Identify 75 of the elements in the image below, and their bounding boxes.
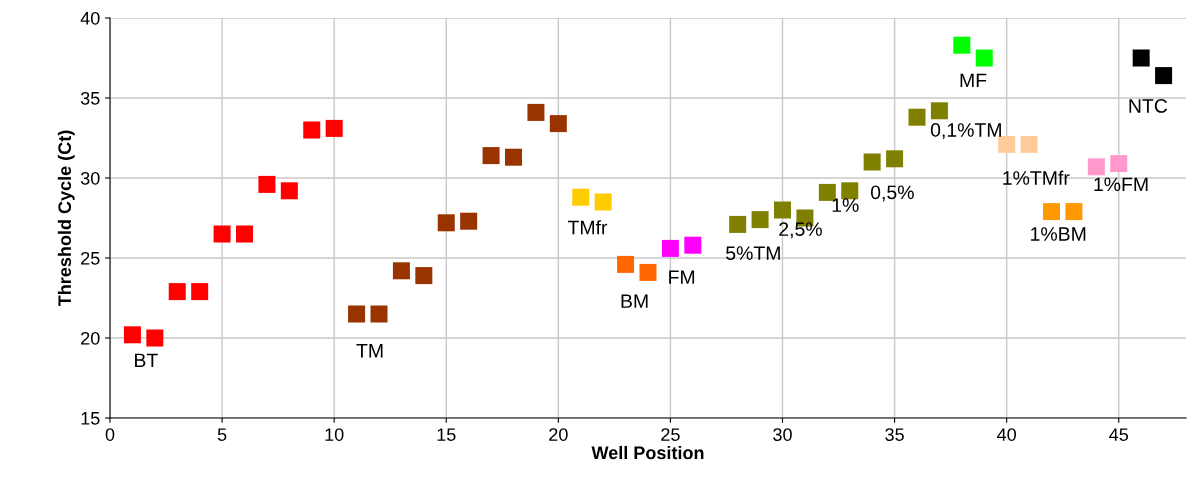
point: [1042, 203, 1061, 221]
point: [235, 225, 254, 243]
point: [953, 36, 971, 54]
point: [594, 193, 612, 211]
point: [639, 263, 657, 281]
series-label: 0,1%TM: [930, 123, 1001, 140]
y-tick-label: 20: [81, 331, 100, 345]
point: [146, 329, 164, 347]
x-tick-label: 20: [549, 428, 568, 441]
point: [280, 182, 298, 200]
x-tick-label: 30: [773, 428, 792, 441]
point: [415, 267, 433, 285]
point: [258, 175, 276, 193]
series-label: FM: [669, 270, 695, 284]
point: [191, 283, 209, 301]
point: [886, 150, 904, 168]
series-label: TMfr: [567, 220, 608, 235]
point: [617, 255, 635, 273]
point: [975, 49, 993, 67]
series-label: NTC: [1129, 99, 1168, 113]
point: [773, 201, 792, 219]
series-label: 1%FM: [1094, 177, 1148, 192]
x-tick-label: 45: [1109, 428, 1129, 441]
series-label: 1%TMfr: [1003, 170, 1070, 185]
point: [1020, 135, 1038, 153]
point: [729, 215, 747, 233]
point: [863, 153, 881, 171]
series-label: 1%BM: [1031, 227, 1086, 241]
point: [325, 119, 343, 137]
x-tick-label: 0: [105, 428, 115, 441]
y-tick-label: 30: [80, 171, 100, 185]
series-label: 5%TM: [726, 246, 780, 261]
point: [751, 211, 769, 229]
point: [661, 239, 679, 257]
point: [908, 108, 926, 126]
y-tick-label: 15: [81, 412, 100, 425]
x-axis-title: Well Position: [591, 445, 704, 460]
point: [1155, 67, 1173, 85]
point: [1132, 49, 1150, 67]
x-tick-label: 10: [325, 428, 344, 441]
point: [482, 147, 500, 165]
point: [930, 102, 948, 120]
point: [684, 236, 702, 254]
point: [549, 115, 567, 133]
point: [572, 188, 590, 206]
point: [1065, 203, 1083, 221]
point: [370, 305, 388, 323]
point: [123, 326, 141, 344]
series-label: 0,5%: [870, 185, 914, 202]
series-label: BM: [621, 294, 648, 308]
point: [213, 225, 231, 243]
x-tick-label: 25: [661, 428, 680, 441]
x-tick-label: 40: [997, 428, 1016, 441]
point: [1087, 158, 1105, 176]
series-label: MF: [960, 73, 987, 88]
point: [1110, 155, 1128, 173]
x-tick-label: 15: [437, 428, 456, 441]
y-tick-label: 25: [81, 251, 100, 265]
series-label: 1%: [832, 198, 859, 212]
point: [348, 305, 366, 323]
y-tick-label: 35: [80, 91, 100, 105]
point: [392, 262, 410, 280]
point: [460, 212, 478, 230]
x-tick-label: 5: [217, 428, 227, 441]
y-axis-title: Threshold Cycle (Ct): [57, 130, 75, 307]
series-label: BT: [135, 353, 158, 368]
point: [437, 214, 455, 232]
series-label: TM: [356, 344, 383, 358]
series-label: 2,5%: [779, 222, 822, 239]
point: [168, 283, 186, 301]
point: [527, 103, 545, 121]
point: [504, 148, 523, 166]
y-tick-label: 40: [80, 11, 100, 25]
point: [303, 121, 321, 139]
x-tick-label: 35: [885, 428, 904, 441]
